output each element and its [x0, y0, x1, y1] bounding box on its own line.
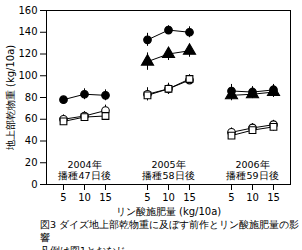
svg-text:5: 5	[228, 192, 234, 203]
svg-text:80: 80	[25, 92, 38, 103]
svg-text:140: 140	[18, 26, 37, 37]
svg-text:60: 60	[25, 113, 38, 124]
svg-text:2005年播種58日後: 2005年播種58日後	[142, 159, 194, 181]
svg-text:5: 5	[144, 192, 150, 203]
svg-text:160: 160	[18, 5, 37, 16]
svg-text:5: 5	[60, 192, 66, 203]
svg-text:15: 15	[267, 192, 280, 203]
svg-text:100: 100	[18, 70, 37, 81]
svg-text:10: 10	[246, 192, 259, 203]
svg-text:15: 15	[183, 192, 196, 203]
svg-text:120: 120	[18, 48, 37, 59]
svg-text:0: 0	[31, 179, 37, 190]
svg-text:リン酸施肥量 (kg/10a): リン酸施肥量 (kg/10a)	[116, 206, 221, 217]
svg-text:2004年播種47日後: 2004年播種47日後	[58, 159, 110, 181]
svg-text:地上部乾物重 (kg/10a): 地上部乾物重 (kg/10a)	[5, 45, 16, 151]
svg-text:10: 10	[162, 192, 175, 203]
svg-text:2006年播種59日後: 2006年播種59日後	[226, 159, 278, 181]
html-text:図3 ダイズ地上部乾物重に及ぼす前作とリン酸施肥量の影響: 図3 ダイズ地上部乾物重に及ぼす前作とリン酸施肥量の影響	[40, 219, 300, 243]
svg-text:10: 10	[78, 192, 91, 203]
svg-text:20: 20	[25, 157, 38, 168]
svg-text:15: 15	[99, 192, 112, 203]
svg-text:40: 40	[25, 135, 38, 146]
